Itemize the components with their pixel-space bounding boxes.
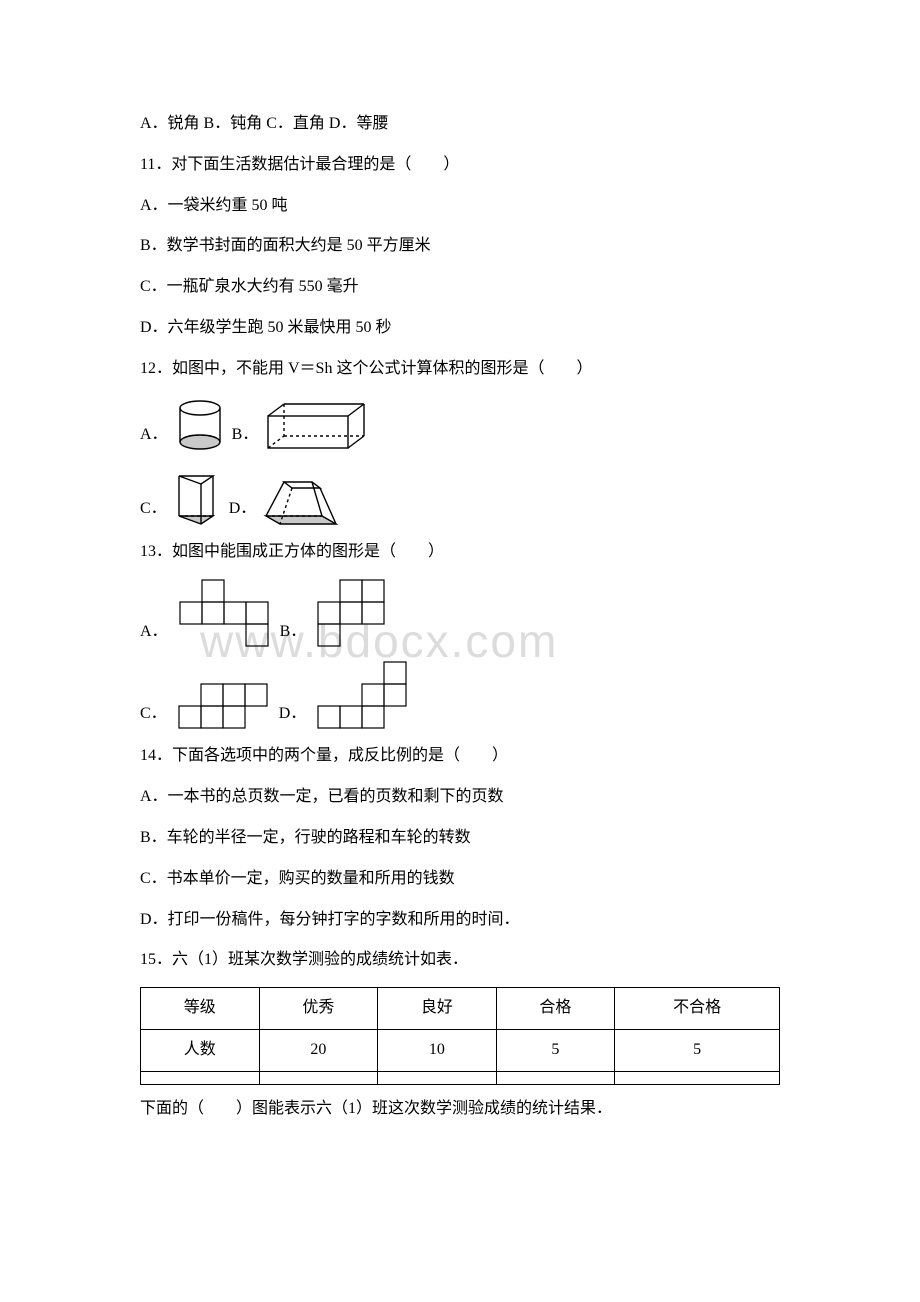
frustum-icon xyxy=(262,474,340,526)
table-cell: 良好 xyxy=(378,988,497,1030)
cube-net-b-icon xyxy=(316,578,386,648)
table-cell xyxy=(259,1071,378,1084)
q13-label-c: C． xyxy=(140,700,167,731)
q14-stem: 14．下面各选项中的两个量，成反比例的是（ ） xyxy=(140,742,780,771)
q11-opt-b: B．数学书封面的面积大约是 50 平方厘米 xyxy=(140,232,780,261)
q13-row1: A． B． xyxy=(140,578,780,648)
cube-net-c-icon xyxy=(177,682,269,730)
q13-row2: C． D． xyxy=(140,660,780,730)
q11-opt-a: A．一袋米约重 50 吨 xyxy=(140,192,780,221)
q11-stem: 11．对下面生活数据估计最合理的是（ ） xyxy=(140,151,780,180)
q13-label-d: D． xyxy=(279,700,307,731)
table-row xyxy=(141,1071,780,1084)
table-cell xyxy=(378,1071,497,1084)
table-cell: 人数 xyxy=(141,1029,260,1071)
table-cell: 优秀 xyxy=(259,988,378,1030)
q14-opt-a: A．一本书的总页数一定，已看的页数和剩下的页数 xyxy=(140,783,780,812)
table-cell xyxy=(496,1071,615,1084)
q15-footer: 下面的（ ）图能表示六（1）班这次数学测验成绩的统计结果． xyxy=(140,1095,780,1124)
table-cell: 5 xyxy=(496,1029,615,1071)
cylinder-icon xyxy=(174,396,226,452)
cuboid-icon xyxy=(264,400,374,452)
q12-label-c: C． xyxy=(140,495,167,526)
q13-stem: 13．如图中能围成正方体的图形是（ ） xyxy=(140,538,780,567)
table-cell: 20 xyxy=(259,1029,378,1071)
q12-label-b: B． xyxy=(232,421,259,452)
page-content: A．锐角 B．钝角 C．直角 D．等腰 11．对下面生活数据估计最合理的是（ ）… xyxy=(140,110,780,1124)
table-cell xyxy=(615,1071,780,1084)
q14-opt-d: D．打印一份稿件，每分钟打字的字数和所用的时间． xyxy=(140,906,780,935)
table-cell: 合格 xyxy=(496,988,615,1030)
q11-opt-c: C．一瓶矿泉水大约有 550 毫升 xyxy=(140,273,780,302)
grade-table: 等级 优秀 良好 合格 不合格 人数 20 10 5 5 xyxy=(140,987,780,1085)
table-cell: 不合格 xyxy=(615,988,780,1030)
table-cell: 5 xyxy=(615,1029,780,1071)
q12-label-a: A． xyxy=(140,421,168,452)
q14-opt-b: B．车轮的半径一定，行驶的路程和车轮的转数 xyxy=(140,824,780,853)
cube-net-a-icon xyxy=(178,578,270,648)
table-row: 人数 20 10 5 5 xyxy=(141,1029,780,1071)
table-cell: 等级 xyxy=(141,988,260,1030)
q10-options: A．锐角 B．钝角 C．直角 D．等腰 xyxy=(140,110,780,139)
table-cell xyxy=(141,1071,260,1084)
q15-stem: 15．六（1）班某次数学测验的成绩统计如表． xyxy=(140,946,780,975)
cube-net-d-icon xyxy=(316,660,408,730)
q13-label-a: A． xyxy=(140,618,168,649)
q12-row1: A． B． xyxy=(140,396,780,452)
q12-stem: 12．如图中，不能用 V＝Sh 这个公式计算体积的图形是（ ） xyxy=(140,355,780,384)
table-row: 等级 优秀 良好 合格 不合格 xyxy=(141,988,780,1030)
q14-opt-c: C．书本单价一定，购买的数量和所用的钱数 xyxy=(140,865,780,894)
q12-row2: C． D． xyxy=(140,464,780,526)
table-cell: 10 xyxy=(378,1029,497,1071)
q12-label-d: D． xyxy=(229,495,257,526)
triangular-prism-icon xyxy=(173,464,223,526)
q13-label-b: B． xyxy=(280,618,307,649)
q11-opt-d: D．六年级学生跑 50 米最快用 50 秒 xyxy=(140,314,780,343)
